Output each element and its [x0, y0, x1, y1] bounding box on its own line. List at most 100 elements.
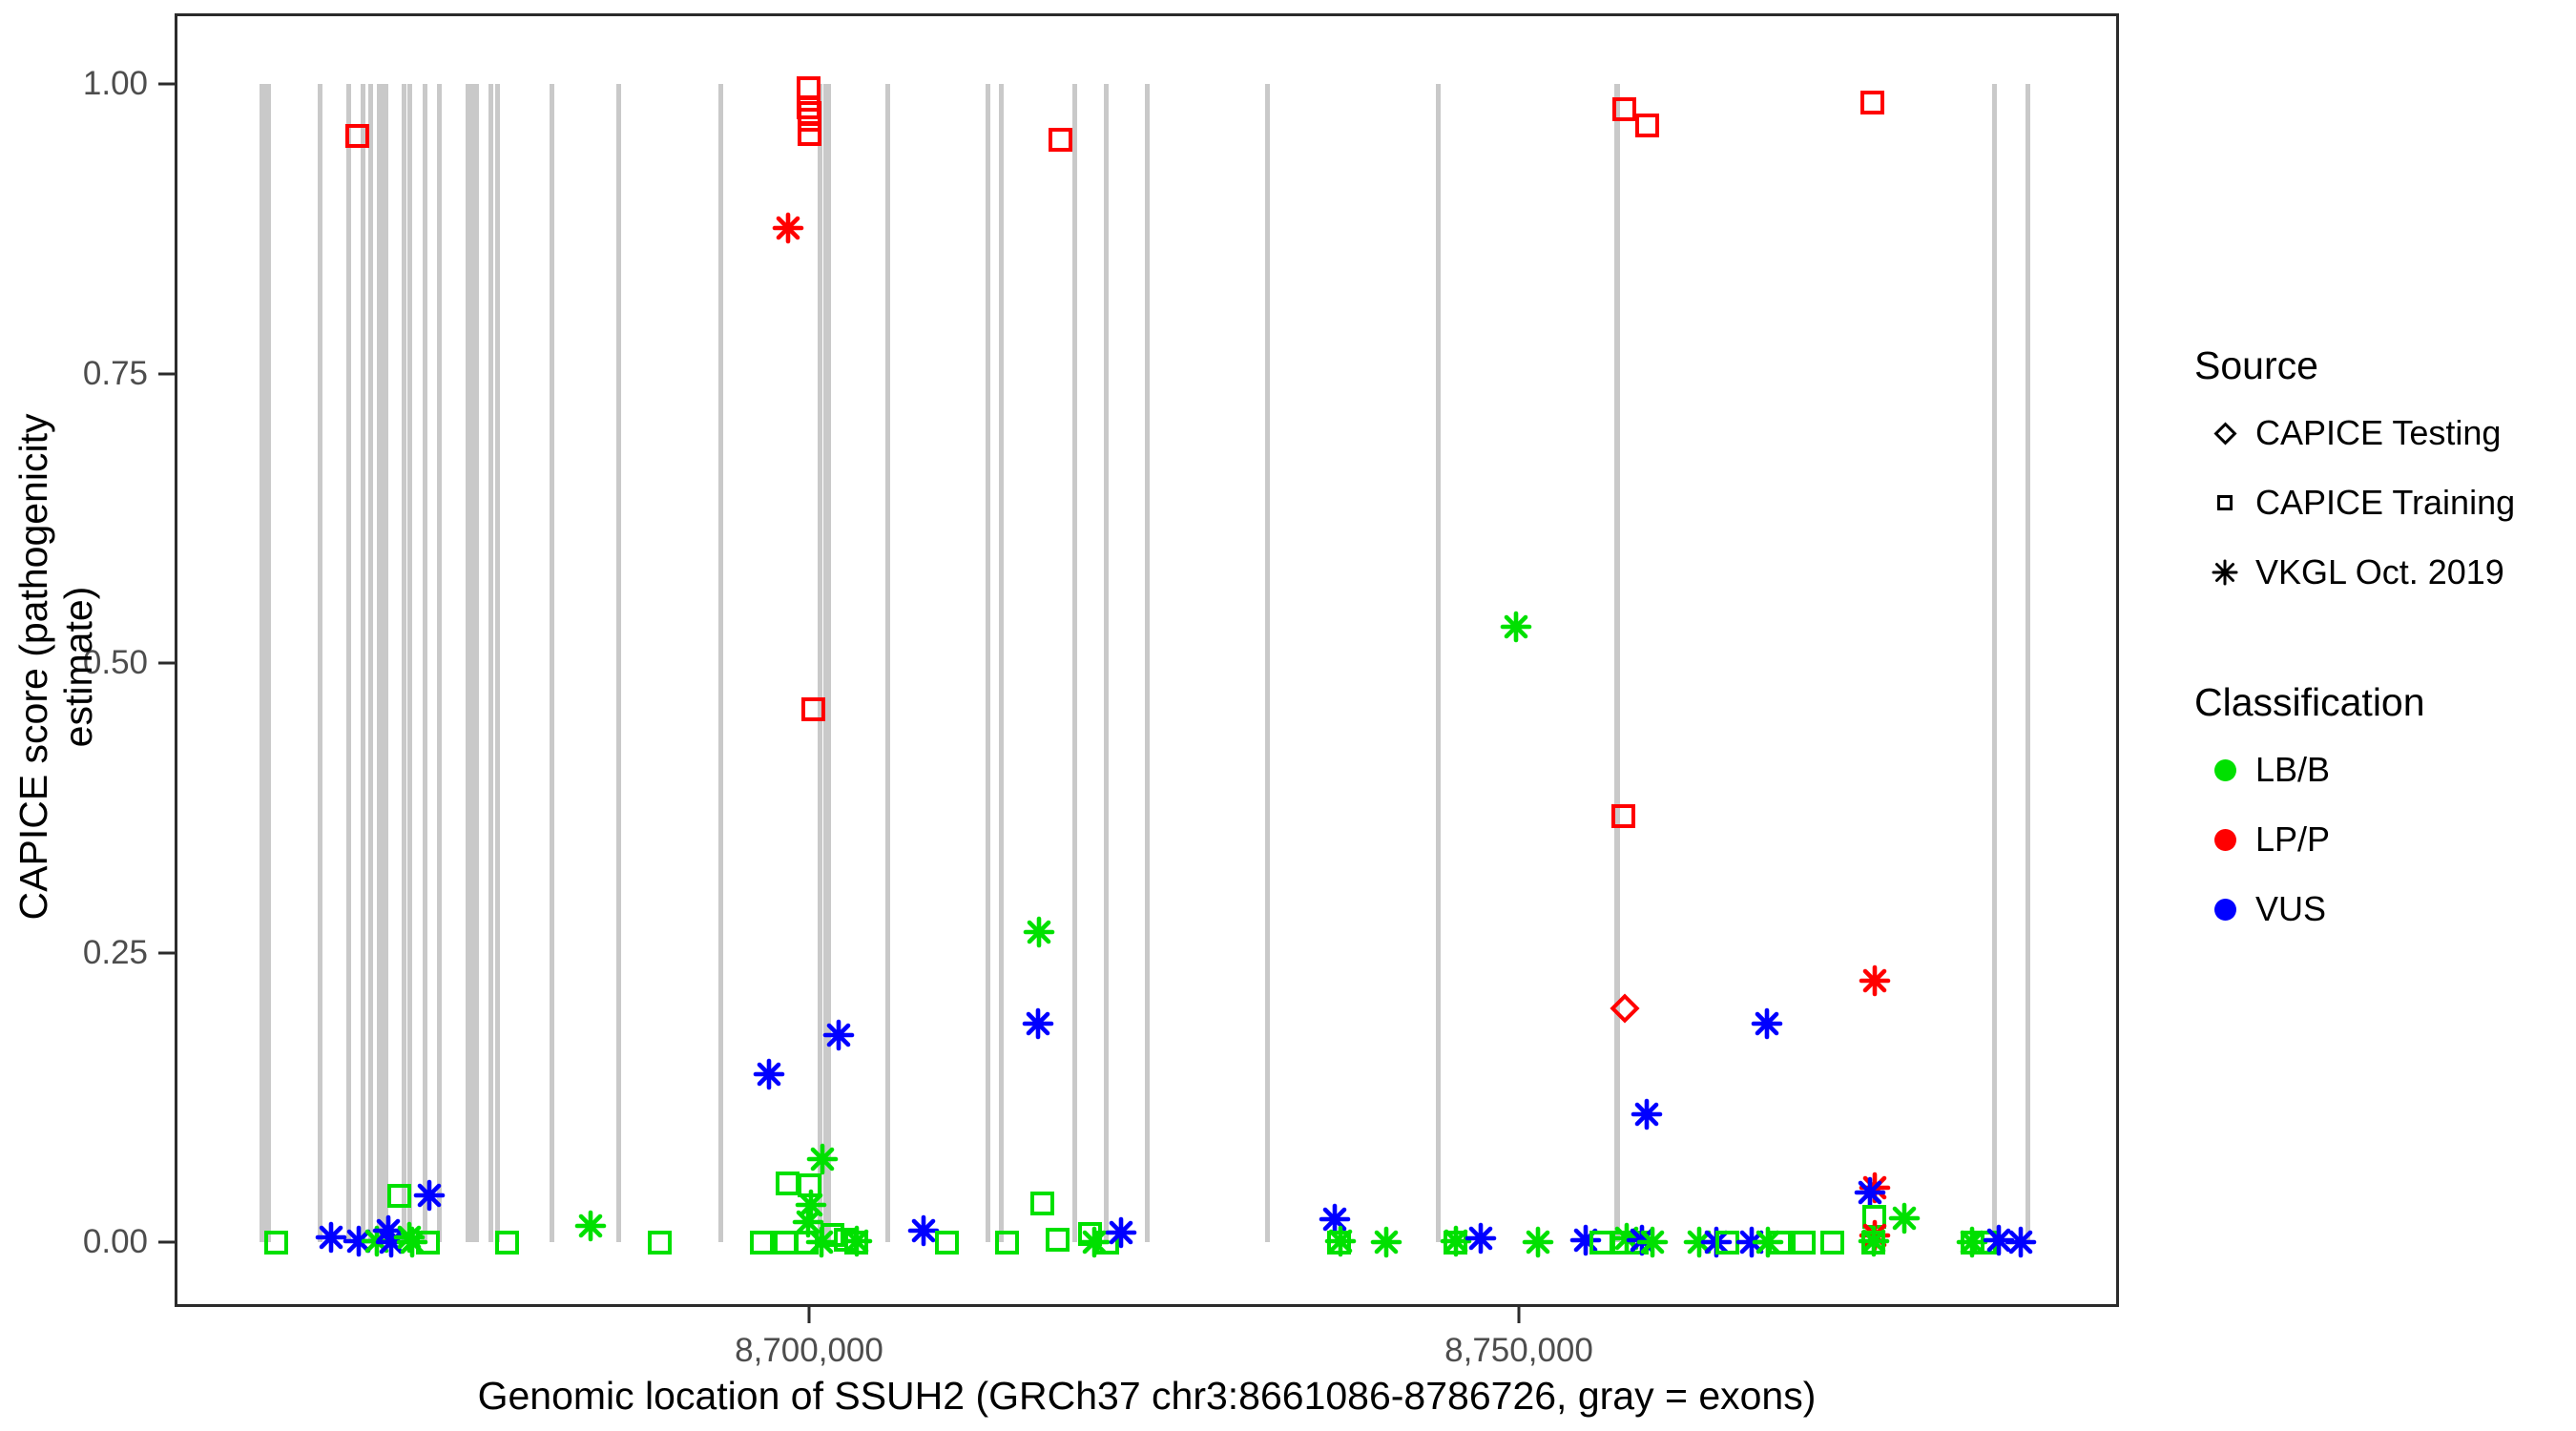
y-tick-mark [158, 1240, 175, 1244]
diamond-icon [2194, 421, 2255, 446]
exon-bar [822, 84, 831, 1242]
exon-bar [1264, 84, 1270, 1242]
y-tick-label: 0.25 [82, 933, 148, 971]
exon-bar [1613, 84, 1620, 1242]
exon-bar [1145, 84, 1151, 1242]
green-dot-icon [2194, 758, 2255, 781]
exon-bar [1992, 84, 1998, 1242]
data-point [648, 1230, 673, 1255]
asterisk-icon [2194, 558, 2255, 587]
data-point [1860, 90, 1885, 114]
data-point [801, 697, 826, 722]
x-tick-mark [1517, 1307, 1521, 1323]
data-point [935, 1230, 960, 1255]
y-tick-label: 1.00 [82, 65, 148, 102]
data-point [1767, 1230, 1792, 1255]
data-point [574, 1210, 607, 1242]
x-tick-label: 8,750,000 [1444, 1332, 1593, 1369]
data-point [344, 124, 369, 149]
exon-bar [817, 84, 823, 1242]
data-point [1983, 1224, 2015, 1256]
legend-item-capice-testing: CAPICE Testing [2194, 413, 2566, 453]
y-tick-mark [158, 82, 175, 86]
red-dot-icon [2194, 828, 2255, 851]
data-point [792, 1206, 824, 1238]
y-tick-label: 0.00 [82, 1223, 148, 1260]
data-point [1046, 1228, 1070, 1253]
legend-item-label: VKGL Oct. 2019 [2255, 552, 2504, 591]
data-point [1631, 1098, 1663, 1130]
exon-bar [488, 84, 493, 1242]
data-point [1859, 964, 1891, 997]
data-point [387, 1183, 412, 1208]
legend-item-vus: VUS [2194, 889, 2566, 929]
exon-bar [1103, 84, 1109, 1242]
legend-source-group: Source CAPICE Testing CAPICE Training VK… [2194, 343, 2566, 592]
data-point [1029, 1192, 1054, 1216]
exon-bar [376, 84, 388, 1242]
data-point [1500, 611, 1532, 643]
legend: Source CAPICE Testing CAPICE Training VK… [2194, 343, 2566, 959]
legend-item-capice-training: CAPICE Training [2194, 483, 2566, 523]
plot-panel [175, 13, 2119, 1307]
data-point [1611, 1230, 1636, 1255]
data-point [413, 1179, 446, 1212]
data-point [1078, 1226, 1111, 1258]
y-tick-label: 0.50 [82, 644, 148, 681]
exon-bar [259, 84, 271, 1242]
legend-item-vkgl: VKGL Oct. 2019 [2194, 552, 2566, 592]
data-point [1611, 97, 1636, 122]
exon-bar [885, 84, 891, 1242]
data-point [795, 1189, 827, 1221]
exon-bar [494, 84, 500, 1242]
exon-bar [616, 84, 622, 1242]
exon-bar [998, 84, 1004, 1242]
data-point [1611, 803, 1636, 828]
legend-classification-group: Classification LB/B LP/P VUS [2194, 680, 2566, 929]
exon-bar [466, 84, 480, 1242]
data-point [753, 1058, 785, 1090]
data-point [1854, 1176, 1886, 1209]
data-point [1751, 1007, 1783, 1040]
legend-source-title: Source [2194, 343, 2318, 387]
data-point [797, 108, 821, 133]
data-point [821, 1223, 845, 1248]
exon-bar [401, 84, 406, 1242]
legend-item-label: LB/B [2255, 750, 2331, 789]
data-point [1105, 1216, 1137, 1249]
data-point [994, 1230, 1019, 1255]
data-point [494, 1230, 519, 1255]
exon-bar [1436, 84, 1442, 1242]
y-axis-title: CAPICE score (pathogenicity estimate) [11, 413, 100, 921]
blue-dot-icon [2194, 898, 2255, 921]
y-tick-mark [158, 661, 175, 665]
square-icon [2194, 495, 2255, 510]
exon-bar [436, 84, 442, 1242]
data-point [1465, 1222, 1497, 1255]
data-point [1324, 1225, 1357, 1257]
data-point [1022, 1007, 1054, 1040]
data-point [1522, 1226, 1554, 1258]
exon-bar [318, 84, 323, 1242]
data-point [1440, 1225, 1472, 1257]
exon-bar [422, 84, 427, 1242]
data-point [841, 1225, 873, 1257]
data-point [1634, 114, 1659, 138]
exon-bar [985, 84, 990, 1242]
legend-item-label: CAPICE Testing [2255, 413, 2502, 452]
data-point [1819, 1230, 1844, 1255]
data-point [822, 1019, 855, 1051]
data-point [1961, 1230, 1985, 1255]
exon-bar [717, 84, 723, 1242]
data-point [1792, 1230, 1817, 1255]
data-point [1370, 1226, 1402, 1258]
data-point [1636, 1226, 1669, 1258]
legend-item-lbb: LB/B [2194, 750, 2566, 790]
y-tick-label: 0.75 [82, 354, 148, 392]
legend-item-lpp: LP/P [2194, 819, 2566, 860]
data-point [1589, 1230, 1613, 1255]
data-point [315, 1221, 347, 1254]
data-point [806, 1143, 839, 1175]
exon-bar [550, 84, 555, 1242]
